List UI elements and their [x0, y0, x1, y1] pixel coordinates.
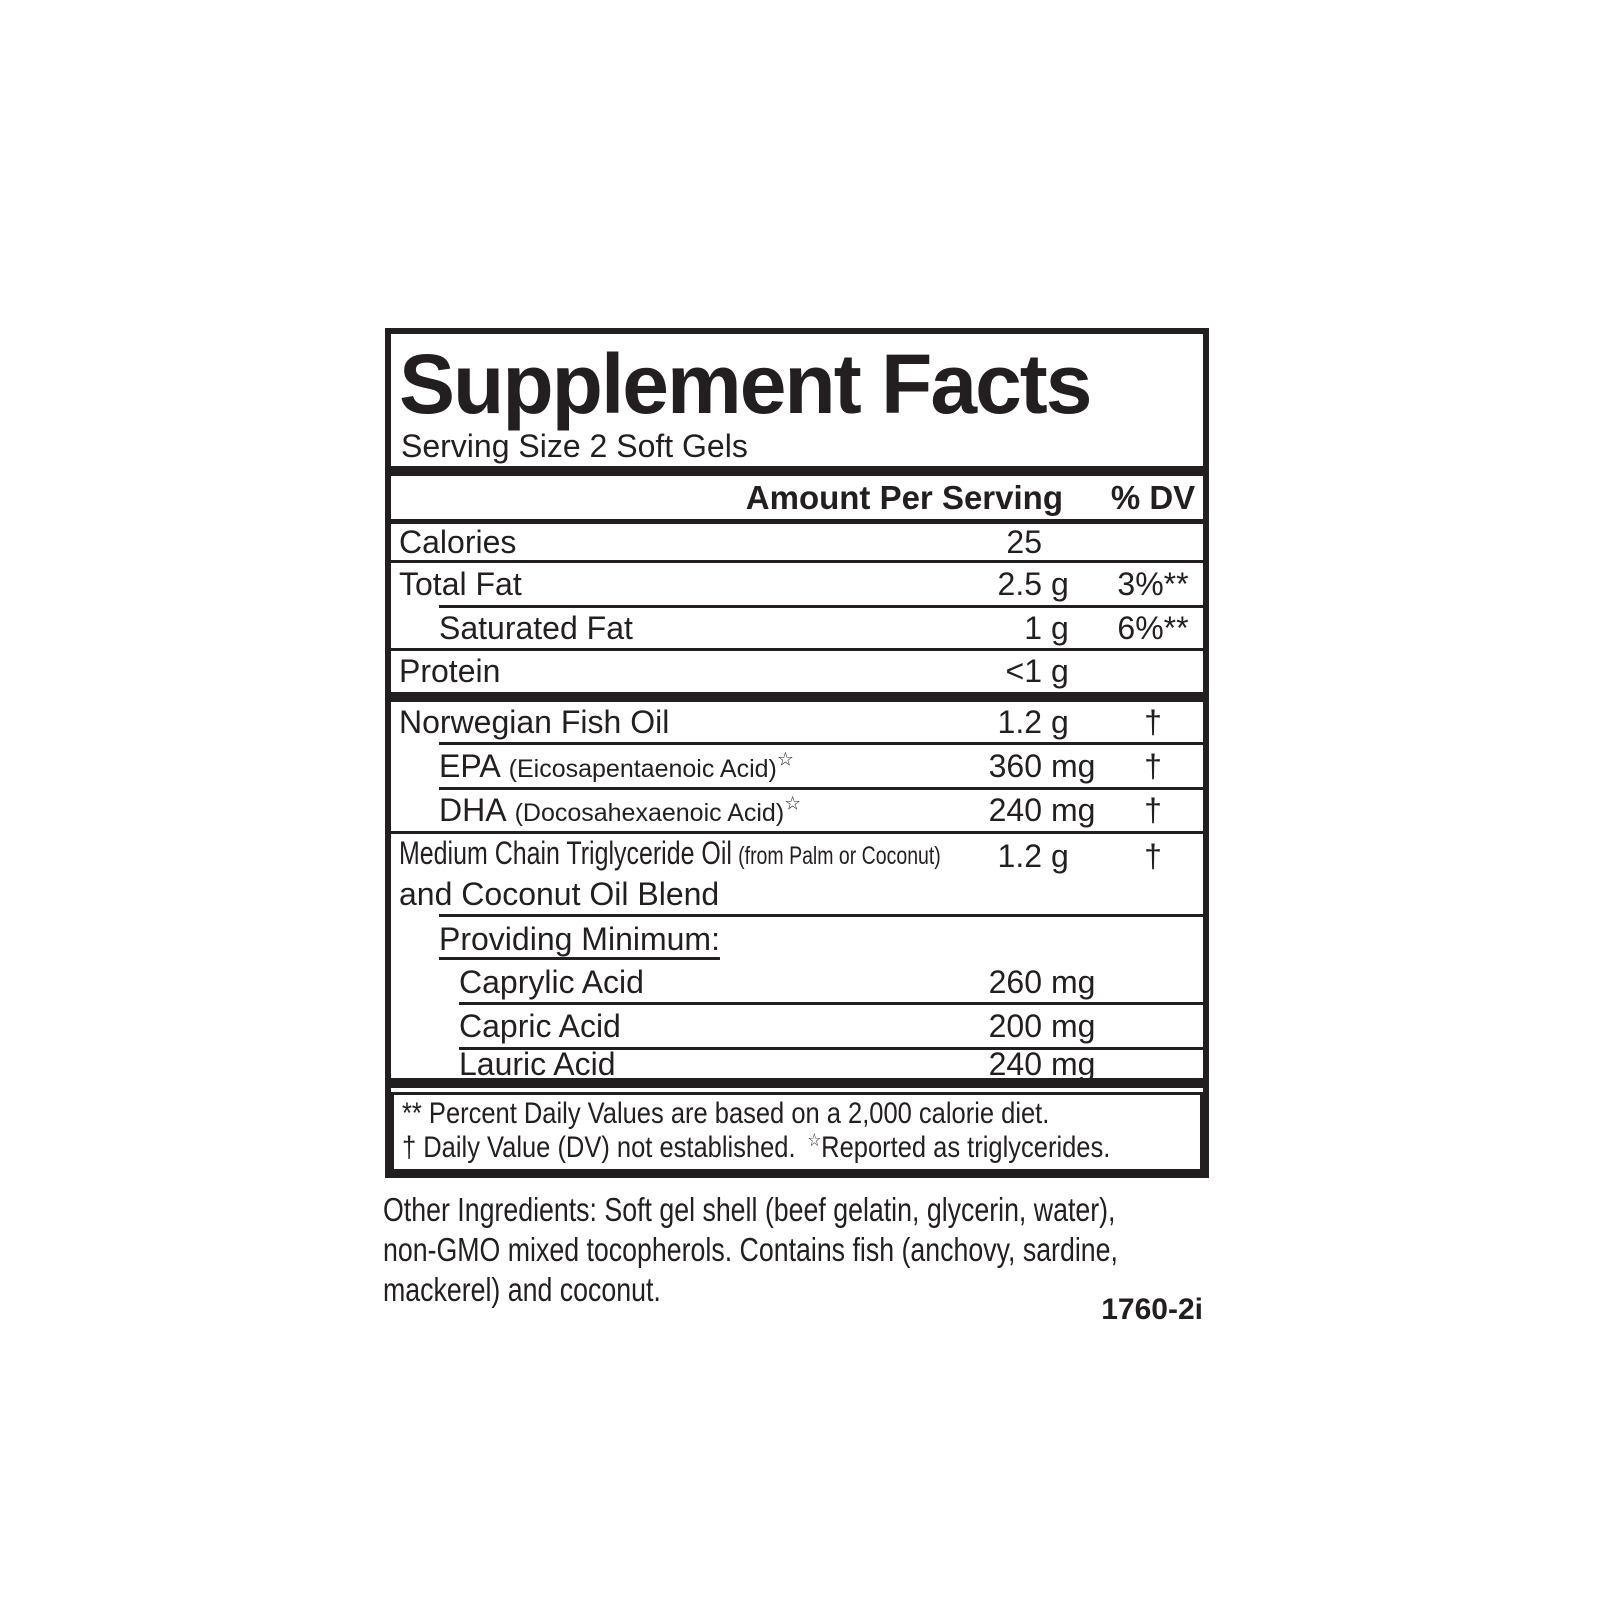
- footnote-box: ** Percent Daily Values are based on a 2…: [391, 1092, 1203, 1172]
- column-header-row: Amount Per Serving % DV: [391, 476, 1203, 524]
- star-symbol: ☆: [784, 793, 802, 815]
- other-ingredients-line: Other Ingredients: Soft gel shell (beef …: [383, 1191, 1116, 1228]
- amount-cell: 25: [1006, 523, 1042, 560]
- row-divider: [439, 605, 1203, 608]
- other-ingredients-line: non-GMO mixed tocopherols. Contains fish…: [383, 1231, 1118, 1268]
- other-ingredients-line: mackerel) and coconut.: [383, 1271, 661, 1308]
- thick-divider: [391, 1078, 1203, 1088]
- amount-cell: 240 mg: [988, 1045, 1096, 1082]
- thick-divider: [391, 692, 1203, 702]
- amount-cell: 1.2 g: [997, 703, 1069, 740]
- table-row-dha: DHA (Docosahexaenoic Acid)☆ 240 mg †: [391, 790, 1203, 831]
- amount-cell: 260 mg: [988, 963, 1096, 1000]
- table-row-capric-acid: Capric Acid 200 mg: [391, 1005, 1203, 1047]
- amount-cell: 240 mg: [988, 792, 1096, 828]
- table-row-total-fat: Total Fat 2.5 g 3%**: [391, 563, 1203, 605]
- footnote-line-1: ** Percent Daily Values are based on a 2…: [402, 1097, 1050, 1130]
- nutrient-name: Caprylic Acid: [459, 963, 644, 1000]
- other-ingredients: Other Ingredients: Soft gel shell (beef …: [383, 1190, 1209, 1326]
- row-divider: [459, 1002, 1203, 1005]
- nutrient-name: Calories: [399, 523, 517, 560]
- dv-cell: †: [1144, 838, 1162, 874]
- nutrient-name: Providing Minimum:: [439, 921, 720, 957]
- table-row-providing-minimum: Providing Minimum:: [391, 917, 1203, 962]
- amount-cell: 360 mg: [988, 747, 1096, 784]
- table-row-protein: Protein <1 g: [391, 651, 1203, 692]
- table-row-norwegian-fish-oil: Norwegian Fish Oil 1.2 g †: [391, 702, 1203, 742]
- table-row-lauric-acid: Lauric Acid 240 mg: [391, 1046, 1203, 1082]
- row-divider: [439, 742, 1203, 745]
- dv-cell: †: [1144, 703, 1162, 740]
- nutrient-name: Medium Chain Triglyceride Oil (from Palm …: [399, 835, 941, 912]
- dv-cell: †: [1144, 747, 1162, 784]
- amount-cell: 200 mg: [988, 1007, 1096, 1044]
- nutrient-name: Capric Acid: [459, 1007, 621, 1044]
- product-code: 1760-2i: [1101, 1293, 1203, 1326]
- thick-divider: [391, 466, 1203, 476]
- table-row-calories: Calories 25: [391, 524, 1203, 560]
- footnote-line-2: † Daily Value (DV) not established. ☆Repo…: [402, 1130, 1111, 1164]
- row-divider: [459, 1047, 1203, 1050]
- serving-size: Serving Size 2 Soft Gels: [401, 428, 748, 464]
- star-symbol: ☆: [776, 748, 794, 770]
- nutrient-name: Total Fat: [399, 565, 522, 602]
- table-row-mct-oil: Medium Chain Triglyceride Oil (from Palm …: [391, 834, 1203, 914]
- table-row-caprylic-acid: Caprylic Acid 260 mg: [391, 962, 1203, 1002]
- nutrient-name: Saturated Fat: [439, 609, 633, 646]
- row-divider: [439, 787, 1203, 790]
- supplement-facts-panel: Supplement Facts Serving Size 2 Soft Gel…: [385, 328, 1209, 1178]
- nutrient-name: DHA (Docosahexaenoic Acid)☆: [439, 792, 802, 828]
- row-divider: [391, 648, 1203, 651]
- row-divider: [391, 831, 1203, 834]
- table-row-epa: EPA (Eicosapentaenoic Acid)☆ 360 mg †: [391, 745, 1203, 787]
- dv-cell: †: [1144, 792, 1162, 828]
- nutrient-name: Norwegian Fish Oil: [399, 703, 670, 740]
- amount-cell: 1.2 g: [997, 838, 1069, 874]
- dv-cell: 3%**: [1117, 565, 1189, 602]
- nutrient-name: Protein: [399, 653, 501, 689]
- dv-cell: 6%**: [1117, 609, 1189, 646]
- panel-title: Supplement Facts: [399, 337, 1092, 431]
- nutrient-name: EPA (Eicosapentaenoic Acid)☆: [439, 747, 794, 784]
- amount-cell: <1 g: [1005, 653, 1069, 689]
- row-divider: [391, 560, 1203, 563]
- amount-per-serving-header: Amount Per Serving: [745, 478, 1063, 516]
- amount-cell: 2.5 g: [997, 565, 1069, 602]
- row-divider: [439, 914, 1203, 917]
- percent-dv-header: % DV: [1110, 478, 1196, 516]
- star-symbol: ☆: [807, 1130, 822, 1150]
- nutrient-name: Lauric Acid: [459, 1045, 616, 1082]
